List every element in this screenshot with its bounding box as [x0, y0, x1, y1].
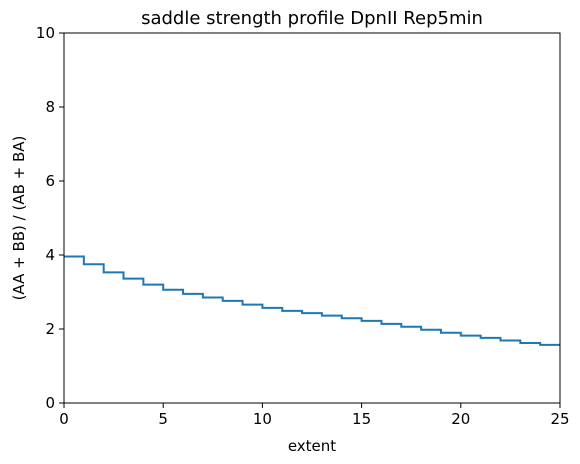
x-tick-label: 5 — [158, 410, 168, 428]
y-tick-label: 8 — [45, 98, 55, 116]
y-tick-label: 0 — [45, 394, 55, 412]
y-tick-label: 10 — [36, 24, 55, 42]
plot-frame — [63, 32, 561, 404]
x-tick-label: 20 — [451, 410, 470, 428]
y-tick-label: 4 — [45, 246, 55, 264]
x-tick-label: 10 — [253, 410, 272, 428]
series-line — [64, 255, 560, 346]
x-tick-label: 25 — [550, 410, 569, 428]
y-tick-label: 2 — [45, 320, 55, 338]
plot-area: 0 5 10 15 20 25 0 2 4 6 8 10 — [36, 24, 570, 428]
y-axis-label: (AA + BB) / (AB + BA) — [10, 136, 28, 301]
y-tick-label: 6 — [45, 172, 55, 190]
chart-title: saddle strength profile DpnII Rep5min — [141, 8, 483, 29]
x-tick-label: 0 — [59, 410, 69, 428]
x-axis-label: extent — [288, 437, 336, 455]
x-tick-label: 15 — [352, 410, 371, 428]
